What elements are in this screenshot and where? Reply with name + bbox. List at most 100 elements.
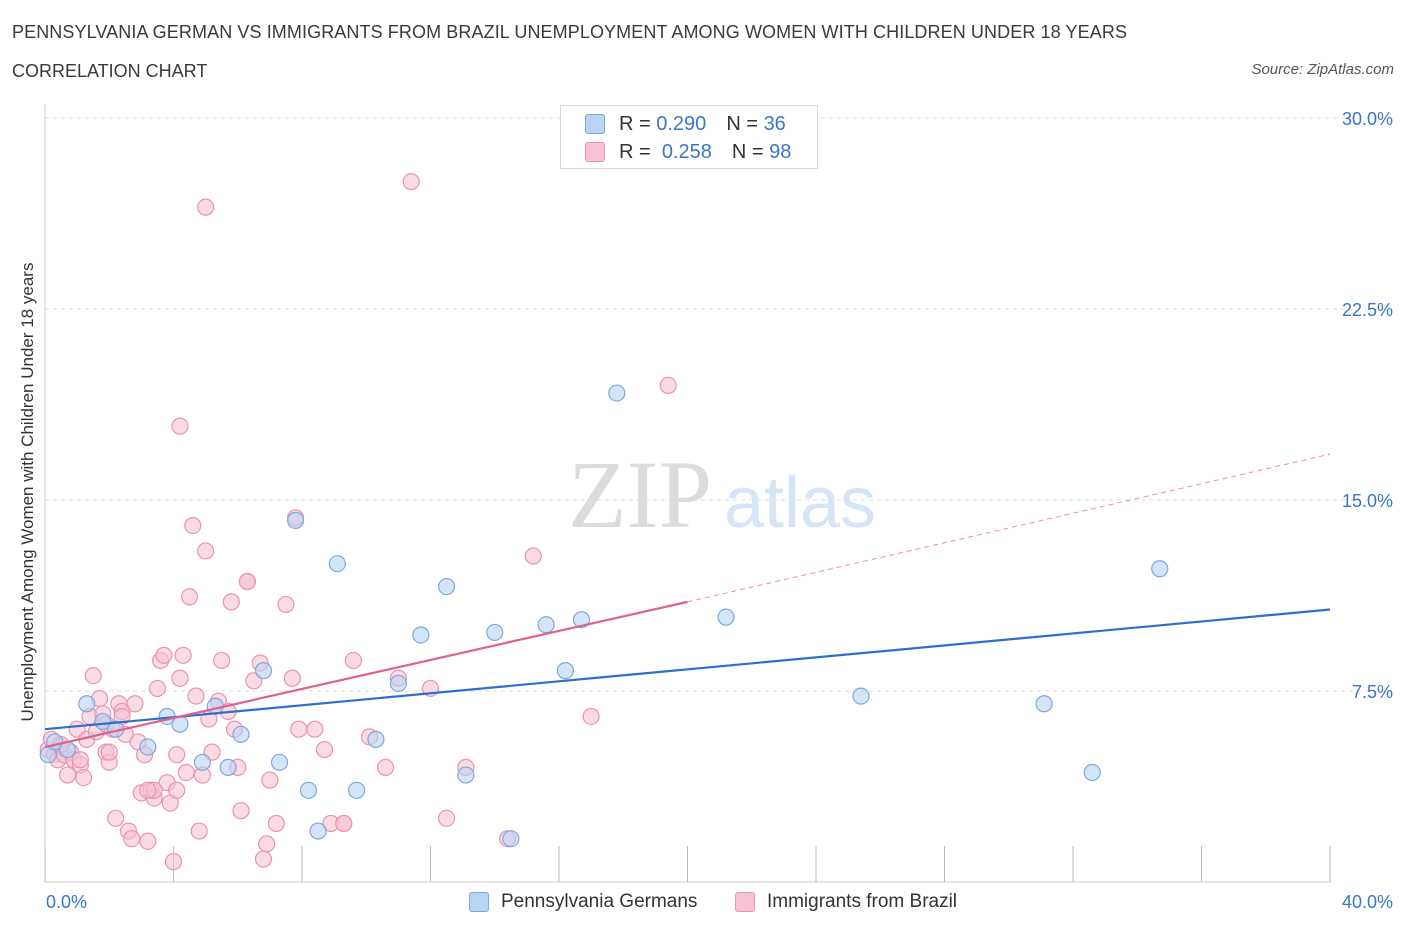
- data-point: [277, 595, 295, 614]
- data-point: [402, 173, 420, 191]
- data-point: [572, 611, 591, 629]
- data-point: [219, 758, 237, 777]
- data-point: [94, 712, 112, 731]
- data-point: [537, 616, 555, 634]
- chart-subtitle: CORRELATION CHART: [12, 61, 208, 81]
- data-point: [139, 738, 157, 756]
- data-point: [1035, 695, 1053, 713]
- bottom-legend-swatch-blue: [469, 892, 489, 912]
- bottom-legend-swatch-pink: [735, 892, 755, 912]
- data-point: [344, 651, 362, 670]
- legend-r-label: R =: [619, 140, 651, 163]
- watermark: ZIP atlas: [568, 441, 876, 548]
- bottom-legend-label: Pennsylvania Germans: [501, 891, 698, 912]
- data-point: [238, 572, 256, 591]
- data-point: [608, 384, 626, 402]
- legend-swatch-blue: [585, 114, 605, 134]
- data-point: [148, 679, 167, 698]
- data-point: [389, 674, 407, 692]
- legend-r-value: 0.290: [656, 112, 707, 135]
- data-point: [232, 725, 250, 743]
- data-point: [412, 626, 430, 644]
- legend-n-value: 98: [769, 140, 792, 163]
- grid-lines: [45, 117, 1390, 692]
- data-point: [286, 511, 305, 529]
- data-point: [258, 835, 276, 853]
- data-point: [270, 753, 289, 771]
- data-point: [168, 781, 186, 799]
- y-tick-label: 7.5%: [1352, 682, 1393, 702]
- trend-line-immigrants-from-brazil: [44, 600, 688, 749]
- data-point: [582, 707, 600, 726]
- y-tick-label: 30.0%: [1342, 109, 1393, 129]
- data-point: [457, 766, 475, 784]
- bottom-legend-pennsylvania-germans: Pennsylvania Germans: [469, 888, 697, 916]
- data-point: [299, 781, 318, 799]
- legend-row-pennsylvania-germans: R = 0.290 N = 36: [585, 112, 786, 136]
- data-point: [290, 720, 308, 738]
- data-point: [222, 593, 240, 611]
- trend-lines: [44, 453, 1331, 749]
- data-point: [376, 758, 395, 777]
- data-point: [283, 669, 301, 687]
- data-point: [190, 822, 208, 840]
- data-point: [187, 687, 205, 705]
- trend-line-pennsylvania-germans: [44, 608, 1331, 731]
- data-point: [659, 376, 677, 394]
- data-point: [1151, 560, 1169, 578]
- data-point: [261, 771, 279, 789]
- data-point: [107, 809, 125, 827]
- watermark-zip: ZIP: [568, 441, 712, 548]
- data-point: [315, 740, 334, 759]
- data-point: [348, 781, 366, 799]
- data-point: [502, 830, 520, 848]
- data-point: [306, 720, 324, 738]
- trend-line-extension-immigrants-from-brazil: [687, 453, 1331, 603]
- source-label: Source: ZipAtlas.com: [1251, 61, 1394, 78]
- data-point: [267, 814, 285, 833]
- legend-r-label: R =: [619, 112, 651, 135]
- data-point: [367, 730, 385, 748]
- data-point: [486, 623, 504, 642]
- data-point: [232, 802, 250, 820]
- data-point: [168, 746, 186, 764]
- data-point: [78, 695, 96, 713]
- data-point: [164, 853, 183, 871]
- chart-title: PENNSYLVANIA GERMAN VS IMMIGRANTS FROM B…: [12, 22, 1128, 42]
- data-point: [254, 850, 273, 868]
- data-point: [139, 781, 157, 799]
- data-point: [126, 695, 144, 713]
- data-point: [213, 651, 231, 670]
- y-tick-label: 22.5%: [1342, 300, 1393, 320]
- data-point: [254, 662, 273, 680]
- watermark-atlas: atlas: [724, 463, 876, 543]
- data-point: [437, 809, 456, 827]
- data-point: [852, 687, 870, 705]
- legend-n-label: N =: [731, 140, 764, 163]
- x-tick-label: 40.0%: [1342, 892, 1393, 912]
- data-point: [524, 547, 542, 565]
- data-point: [197, 198, 215, 216]
- legend-swatch-pink: [585, 142, 605, 162]
- correlation-legend: R = 0.290 N = 36 R = 0.258 N = 98: [560, 105, 818, 169]
- data-point: [71, 751, 89, 769]
- data-point: [100, 743, 118, 761]
- data-point: [193, 753, 212, 771]
- data-point: [123, 830, 141, 848]
- data-point: [309, 822, 327, 840]
- data-point: [177, 763, 195, 782]
- data-point: [84, 667, 102, 685]
- data-point: [180, 588, 199, 606]
- legend-row-immigrants-from-brazil: R = 0.258 N = 98: [585, 140, 791, 164]
- series-pennsylvania-germans: [39, 384, 1169, 848]
- legend-n-value: 36: [763, 112, 786, 135]
- legend-r-value: 0.258: [661, 140, 712, 163]
- data-point: [174, 646, 192, 664]
- bottom-legend-immigrants-from-brazil: Immigrants from Brazil: [735, 888, 957, 916]
- data-point: [171, 669, 189, 687]
- data-point: [184, 516, 202, 535]
- data-point: [139, 832, 157, 850]
- data-point: [155, 646, 173, 664]
- data-point: [437, 577, 456, 596]
